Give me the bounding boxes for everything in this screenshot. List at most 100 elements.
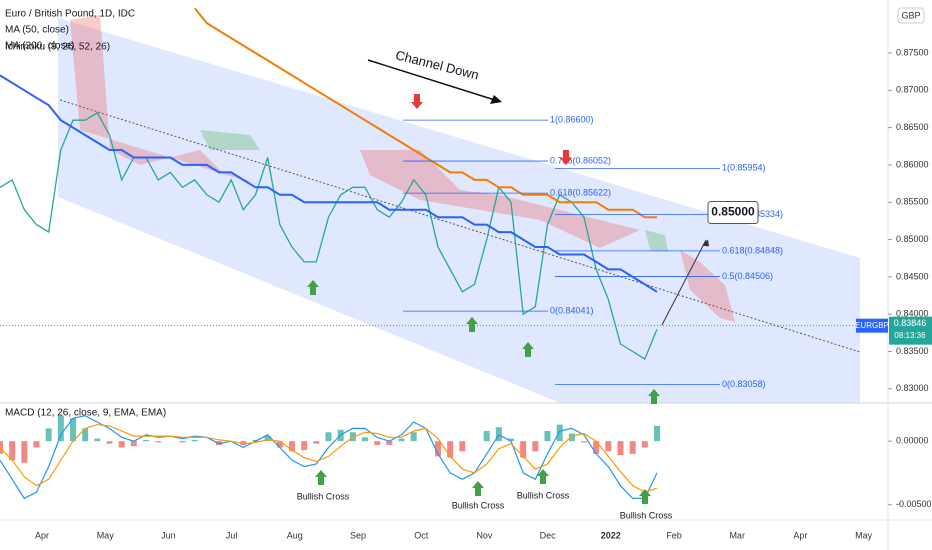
histogram-bar: [252, 439, 259, 442]
fib-label: 0.5(0.84506): [722, 271, 773, 281]
y-tick-label: -0.00500: [896, 499, 932, 509]
symbol-label: EURGBP: [855, 321, 889, 330]
histogram-bar: [82, 428, 89, 442]
x-tick-label: 2022: [601, 530, 621, 540]
target-label: 0.85000: [711, 205, 755, 219]
histogram-bar: [459, 441, 466, 452]
histogram-bar: [45, 428, 52, 442]
x-tick-label: Apr: [793, 530, 807, 540]
fib-label: 0(0.84041): [550, 306, 594, 316]
up-arrow: [315, 470, 327, 485]
x-tick-label: Nov: [476, 530, 493, 540]
histogram-bar: [617, 441, 624, 456]
fib-label: 1(0.86600): [550, 115, 594, 125]
up-arrow: [472, 481, 484, 496]
projection-line: [661, 239, 707, 326]
series-line: [193, 7, 657, 219]
y-tick-label: 0.00000: [896, 436, 929, 446]
histogram-bar: [605, 441, 612, 452]
series-line: [0, 111, 658, 360]
histogram-bar: [654, 425, 660, 442]
histogram-bar: [130, 441, 137, 447]
x-tick-label: May: [97, 530, 115, 540]
histogram-bar: [106, 441, 113, 444]
x-tick-label: Oct: [414, 530, 429, 540]
histogram-bar: [544, 430, 551, 442]
histogram-bar: [143, 439, 149, 442]
fib-label: 0.618(0.84848): [722, 245, 783, 255]
ichimoku-cloud: [200, 130, 260, 150]
histogram-bar: [70, 418, 76, 442]
x-tick-label: Aug: [287, 530, 303, 540]
histogram-bar: [447, 441, 454, 458]
x-tick-label: May: [855, 530, 873, 540]
histogram-bar: [325, 432, 332, 442]
projection-arrow: [702, 239, 709, 247]
overlay: 0.83000 0.83500 0.84000 0.84500 0.85000 0.855…: [0, 7, 932, 540]
histogram-bar: [483, 430, 490, 442]
x-tick-label: Jul: [226, 530, 238, 540]
histogram-bar: [240, 441, 247, 445]
channel: [58, 18, 860, 403]
up-arrow: [537, 469, 549, 484]
histogram-bar: [568, 433, 575, 442]
histogram-bar: [301, 441, 308, 451]
histogram-bar: [556, 424, 563, 442]
histogram-bar: [386, 441, 393, 445]
up-arrow: [307, 280, 319, 295]
histogram-bar: [118, 441, 125, 448]
series-line: [0, 415, 658, 500]
histogram-bar: [0, 441, 3, 454]
y-tick-label: 0.84500: [896, 271, 929, 281]
x-tick-label: Sep: [350, 530, 366, 540]
fib-label: 0(0.83058): [722, 379, 766, 389]
y-tick-label: 0.85000: [896, 234, 929, 244]
histogram-bar: [57, 415, 64, 442]
y-tick-label: 0.84000: [896, 309, 929, 319]
countdown: 08:13:36: [894, 331, 926, 340]
histogram-bar: [179, 441, 186, 443]
histogram-bar: [276, 441, 283, 448]
ichimoku-cloud: [360, 150, 640, 248]
histogram-bar: [581, 441, 587, 443]
y-tick-label: 0.87500: [896, 47, 929, 57]
histogram-bar: [289, 441, 295, 452]
down-arrow: [560, 150, 572, 165]
x-tick-label: Mar: [729, 530, 745, 540]
up-arrow: [648, 389, 660, 404]
histogram-bar: [155, 441, 162, 443]
price-tag: [889, 316, 932, 345]
histogram-bar: [374, 441, 381, 445]
signal-label: Bullish Cross: [297, 491, 350, 501]
x-tick-label: Dec: [540, 530, 557, 540]
pane-title: MACD (12, 26, close, 9, EMA, EMA): [5, 408, 166, 419]
histogram-bar: [435, 441, 441, 457]
x-tick-label: Apr: [35, 530, 49, 540]
histogram-bar: [313, 441, 320, 444]
up-arrow: [639, 489, 651, 504]
histogram-bar: [21, 441, 28, 463]
histogram-bar: [508, 438, 514, 442]
histogram-bar: [9, 441, 16, 461]
fib-label: 1(0.85954): [722, 163, 766, 173]
y-tick-label: 0.85500: [896, 197, 929, 207]
y-tick-label: 0.87000: [896, 85, 929, 95]
x-tick-label: Feb: [666, 530, 682, 540]
y-tick-label: 0.83000: [896, 383, 929, 393]
histogram-bar: [362, 437, 368, 442]
signal-label: Bullish Cross: [620, 510, 673, 520]
down-arrow: [411, 94, 423, 109]
x-tick-label: Jun: [161, 530, 176, 540]
y-tick-label: 0.86000: [896, 159, 929, 169]
chart-title: Euro / British Pound, 1D, IDC: [5, 9, 135, 20]
histogram-bar: [641, 441, 648, 448]
histogram-bar: [94, 438, 101, 442]
arrow-head: [490, 95, 502, 104]
signal-label: Bullish Cross: [517, 490, 570, 500]
fib-label: 0.618(0.85622): [550, 188, 611, 198]
histogram-bar: [532, 441, 539, 452]
histogram-bar: [398, 438, 405, 442]
histogram-bar: [520, 441, 527, 458]
histogram-bar: [33, 441, 40, 448]
histogram-bar: [410, 432, 417, 442]
